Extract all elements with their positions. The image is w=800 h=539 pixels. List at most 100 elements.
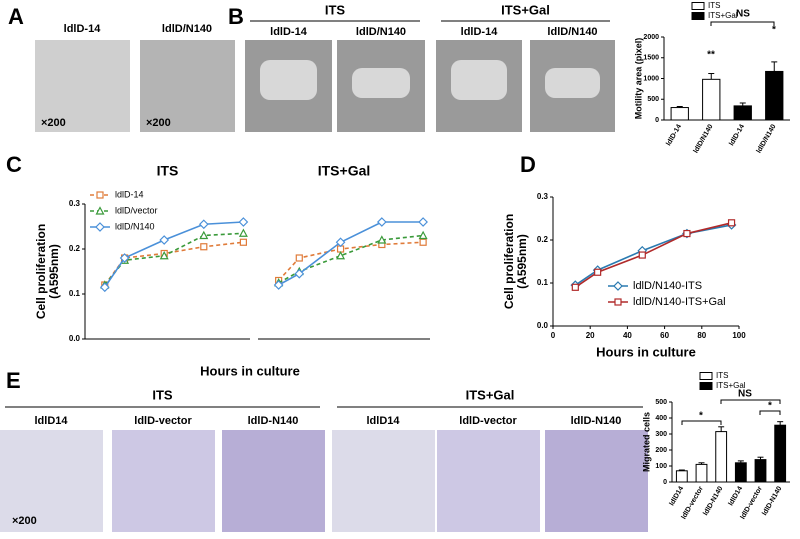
bar — [733, 105, 752, 121]
image-label: ldlD-14 — [461, 26, 499, 38]
legend-label: ITS+Gal — [708, 11, 738, 20]
micrograph — [332, 430, 435, 532]
x-tick-label: 20 — [586, 331, 595, 340]
series-line — [574, 224, 732, 286]
wound — [260, 60, 317, 100]
bar — [765, 70, 784, 121]
marker — [295, 254, 303, 262]
image-label: ldlD/N140 — [356, 26, 406, 38]
legend-label: ldlD/N140 — [115, 221, 155, 231]
marker — [418, 230, 428, 240]
y-tick-label: 0 — [663, 479, 667, 486]
bar — [754, 459, 767, 483]
series-line — [278, 234, 424, 284]
x-tick-label: ldlD-14 — [728, 123, 746, 147]
y-tick-label: 2000 — [643, 34, 659, 41]
panel-letter: A — [8, 4, 24, 29]
legend-marker — [96, 191, 104, 199]
y-axis-label: Cell proliferation — [502, 214, 516, 309]
image-label: ldlD/N140 — [547, 26, 597, 38]
x-tick-label: ldlD-14 — [665, 123, 683, 147]
y-tick-label: 400 — [655, 415, 667, 422]
marker — [200, 243, 208, 251]
marker — [198, 219, 209, 230]
marker — [238, 217, 249, 227]
legend-label: ITS+Gal — [716, 381, 746, 390]
chart-title: ITS+Gal — [318, 163, 371, 179]
micrograph — [437, 430, 540, 532]
marker — [335, 237, 346, 248]
legend-label: ldlD/N140-ITS — [633, 280, 702, 292]
x-tick-label: 80 — [697, 331, 706, 340]
y-tick-label: 0.2 — [69, 244, 81, 253]
x-tick-label: 0 — [551, 331, 556, 340]
image-label: ldlD/N140 — [162, 23, 212, 35]
marker — [159, 235, 170, 245]
image-note: ×200 — [146, 117, 171, 129]
y-tick-label: 0 — [655, 117, 659, 124]
image-label: ldlD-vector — [459, 415, 517, 427]
legend-label: ITS — [716, 371, 728, 380]
legend-marker — [613, 281, 623, 291]
y-tick-label: 500 — [647, 96, 659, 103]
legend-label: ldlD/vector — [115, 205, 158, 215]
micrograph — [35, 40, 130, 132]
group-label: ITS+Gal — [501, 2, 550, 17]
chart-title: ITS — [157, 163, 179, 179]
panel-letter: C — [6, 152, 22, 177]
image-note: ×200 — [41, 117, 66, 129]
y-tick-label: 0.1 — [537, 278, 549, 287]
legend-label: ldlD-14 — [115, 189, 144, 199]
bar — [670, 107, 689, 121]
panel-letter: D — [520, 152, 536, 177]
legend-label: ITS — [708, 1, 720, 10]
x-tick-label: ldlD14 — [728, 485, 745, 507]
y-axis-label: (A595nm) — [47, 244, 61, 299]
image-label: ldlD-vector — [134, 415, 192, 427]
x-axis-label: Hours in culture — [200, 363, 300, 378]
image-note: ×200 — [12, 515, 37, 527]
x-tick-label: 60 — [660, 331, 669, 340]
y-tick-label: 1500 — [643, 55, 659, 62]
marker — [418, 217, 428, 227]
group-label: ITS — [325, 2, 346, 17]
x-tick-label: ldlD14 — [669, 485, 686, 507]
marker — [99, 282, 110, 293]
marker — [238, 228, 248, 237]
y-tick-label: 0.3 — [537, 192, 549, 201]
x-tick-label: 100 — [732, 331, 746, 340]
legend-marker — [614, 298, 622, 306]
bracket — [720, 399, 781, 404]
y-axis-label: Cell proliferation — [34, 224, 48, 319]
wound — [352, 68, 410, 98]
wound — [451, 60, 507, 100]
bracket — [759, 410, 781, 415]
bar — [675, 470, 688, 483]
y-axis-label: Migrated cells — [641, 412, 651, 472]
annotation: NS — [736, 9, 750, 20]
legend-marker — [95, 206, 105, 215]
bar — [734, 462, 747, 483]
legend-marker — [95, 222, 105, 232]
bar — [695, 463, 708, 483]
legend-swatch — [699, 372, 713, 380]
marker — [239, 238, 247, 246]
marker — [199, 230, 209, 240]
marker — [273, 280, 284, 290]
marker — [594, 268, 602, 276]
marker — [727, 219, 736, 227]
annotation: * — [768, 401, 772, 412]
image-label: ldlD-N140 — [571, 415, 622, 427]
x-tick-label: ldlD-N140 — [702, 485, 724, 517]
marker — [376, 217, 387, 227]
micrograph — [545, 430, 648, 532]
panel-letter: B — [228, 4, 244, 29]
y-tick-label: 100 — [655, 463, 667, 470]
y-tick-label: 300 — [655, 431, 667, 438]
image-label: ldlD14 — [34, 415, 68, 427]
y-tick-label: 1000 — [643, 75, 659, 82]
y-axis-label: Motility area (pixel) — [633, 38, 643, 120]
wound — [545, 68, 600, 98]
micrograph — [112, 430, 215, 532]
